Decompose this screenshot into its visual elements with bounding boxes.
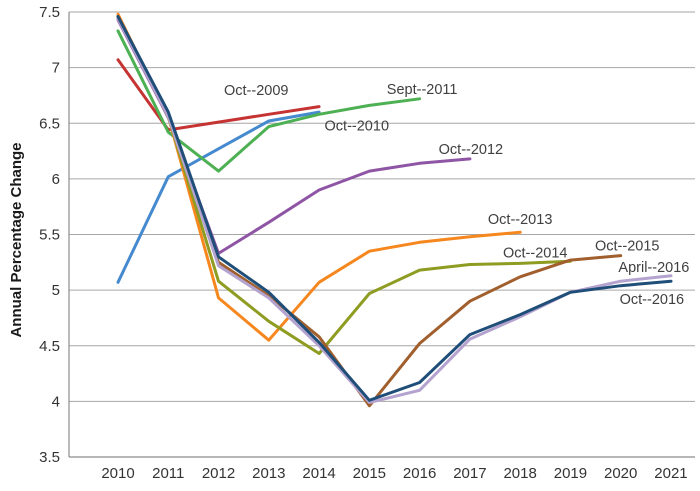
x-tick-label: 2012 xyxy=(202,465,235,482)
x-tick-label: 2011 xyxy=(152,465,184,482)
x-tick-label: 2013 xyxy=(252,465,285,482)
x-tick-label: 2015 xyxy=(353,465,386,482)
y-tick-label: 6 xyxy=(52,171,60,188)
annotation-label: Oct--2009 xyxy=(224,83,288,99)
series-line-sept-2011 xyxy=(116,29,422,173)
y-tick-label: 4.5 xyxy=(39,338,60,355)
series-line-oct-2012 xyxy=(116,18,472,255)
series-line-oct-2010 xyxy=(116,110,321,284)
y-tick-label: 7 xyxy=(52,60,60,77)
y-tick-label: 4 xyxy=(52,393,60,410)
series-line-oct-2013 xyxy=(116,12,522,342)
annotation-label: Oct--2016 xyxy=(620,292,684,308)
x-tick-label: 2014 xyxy=(302,465,335,482)
annotation-label: Oct--2013 xyxy=(488,212,552,228)
annotation-label: Oct--2014 xyxy=(503,245,567,261)
annotation-label: Sept--2011 xyxy=(387,82,458,98)
y-tick-label: 5 xyxy=(52,282,60,299)
annotation-label: Oct--2015 xyxy=(595,239,659,255)
annotation-label: Oct--2010 xyxy=(325,118,389,134)
x-tick-label: 2019 xyxy=(554,465,587,482)
series-line-oct-2016 xyxy=(116,15,673,402)
y-tick-label: 3.5 xyxy=(39,449,60,466)
x-tick-label: 2016 xyxy=(403,465,436,482)
series-line-oct-2009 xyxy=(116,58,321,132)
annotation-label: Oct--2012 xyxy=(439,142,503,158)
y-tick-label: 5.5 xyxy=(39,227,60,244)
annotation-label: April--2016 xyxy=(618,260,689,276)
x-tick-label: 2020 xyxy=(604,465,637,482)
x-tick-label: 2010 xyxy=(101,465,134,482)
x-tick-label: 2021 xyxy=(654,465,687,482)
y-tick-label: 7.5 xyxy=(39,4,60,21)
y-axis-title: Annual Percentage Change xyxy=(8,142,25,338)
series-line-oct-2014 xyxy=(116,16,572,355)
x-tick-label: 2018 xyxy=(503,465,536,482)
y-tick-label: 6.5 xyxy=(39,115,60,132)
x-tick-label: 2017 xyxy=(453,465,486,482)
